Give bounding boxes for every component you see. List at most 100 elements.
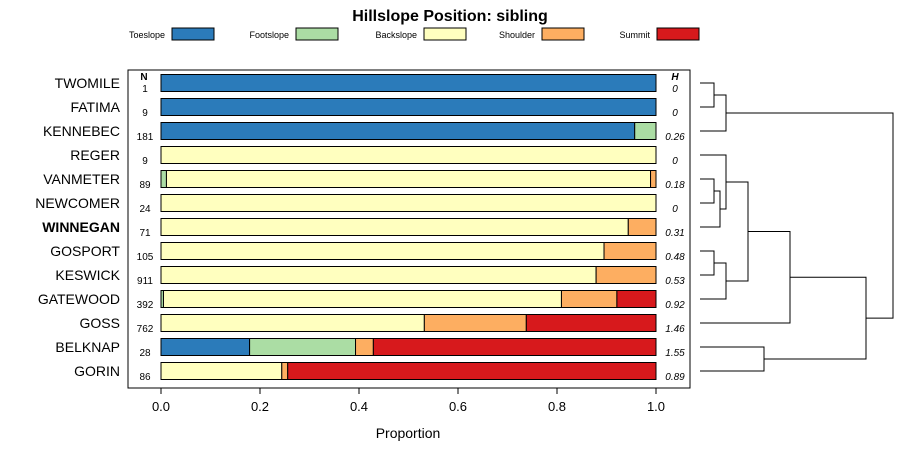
- row-label-gosport: GOSPORT: [50, 243, 120, 259]
- row-n-newcomer: 24: [139, 204, 151, 215]
- bar-segment-gatewood-backslope: [162, 290, 562, 308]
- legend-label-footslope: Footslope: [249, 30, 289, 40]
- bar-rows: TWOMILE 1 0 FATIMA 9 0 KENNEBEC 181 0.26 REGER 9 0 V…: [35, 74, 685, 383]
- row-label-gatewood: GATEWOOD: [38, 291, 120, 307]
- bar-segment-gatewood-summit: [616, 290, 657, 308]
- legend-swatch-footslope: [295, 27, 339, 41]
- legend: Toeslope Footslope Backslope Shoulder Summit: [129, 27, 700, 41]
- row-h-goss: 1.46: [665, 324, 685, 335]
- bar-segment-gorin-shoulder: [281, 362, 289, 380]
- bar-segment-vanmeter-footslope: [160, 170, 167, 188]
- legend-swatch-backslope: [423, 27, 467, 41]
- bar-segment-reger-backslope: [160, 146, 657, 164]
- dendrogram-branch: [700, 154, 727, 210]
- row-h-reger: 0: [672, 156, 678, 167]
- row-label-kennebec: KENNEBEC: [43, 123, 120, 139]
- x-axis-label: Proportion: [376, 425, 441, 441]
- row-label-goss: GOSS: [80, 315, 120, 331]
- bar-segment-gosport-shoulder: [603, 242, 657, 260]
- row-n-vanmeter: 89: [139, 180, 151, 191]
- legend-label-summit: Summit: [619, 30, 650, 40]
- row-label-vanmeter: VANMETER: [43, 171, 120, 187]
- legend-swatch-summit: [656, 27, 700, 41]
- x-axis: 0.0 0.2 0.4 0.6 0.8 1.0: [152, 388, 665, 414]
- bar-segment-kennebec-toeslope: [160, 122, 636, 140]
- row-h-twomile: 0: [672, 84, 678, 95]
- bar-segment-winnegan-shoulder: [627, 218, 657, 236]
- row-n-reger: 9: [142, 156, 148, 167]
- x-tick-label: 0.2: [251, 399, 269, 414]
- dendrogram-branch: [700, 178, 715, 204]
- row-n-gosport: 105: [137, 252, 154, 263]
- n-header: N: [140, 72, 147, 83]
- x-tick-label: 1.0: [647, 399, 665, 414]
- row-h-belknap: 1.55: [665, 348, 685, 359]
- bar-segment-belknap-shoulder: [355, 338, 374, 356]
- dendrogram-branch: [700, 231, 791, 324]
- bar-segment-keswick-shoulder: [595, 266, 657, 284]
- dendrogram: [700, 82, 894, 372]
- bar-segment-gosport-backslope: [160, 242, 605, 260]
- row-h-newcomer: 0: [672, 204, 678, 215]
- row-n-twomile: 1: [142, 84, 148, 95]
- dendrogram-branch: [700, 250, 715, 276]
- chart-title: Hillslope Position: sibling: [352, 8, 548, 25]
- dendrogram-branch: [700, 94, 727, 132]
- row-h-fatima: 0: [672, 108, 678, 119]
- bar-segment-belknap-summit: [372, 338, 657, 356]
- x-tick-label: 0.8: [548, 399, 566, 414]
- legend-swatch-toeslope: [171, 27, 215, 41]
- row-label-keswick: KESWICK: [55, 267, 120, 283]
- bar-segment-newcomer-backslope: [160, 194, 657, 212]
- bar-segment-kennebec-footslope: [634, 122, 657, 140]
- legend-swatch-shoulder: [541, 27, 585, 41]
- bar-segment-goss-summit: [525, 314, 657, 332]
- bar-segment-vanmeter-shoulder: [650, 170, 657, 188]
- bar-segment-gatewood-shoulder: [560, 290, 618, 308]
- bar-segment-winnegan-backslope: [160, 218, 629, 236]
- row-n-goss: 762: [137, 324, 154, 335]
- bar-segment-vanmeter-backslope: [165, 170, 652, 188]
- bar-segment-goss-backslope: [160, 314, 425, 332]
- dendrogram-branch: [726, 112, 894, 319]
- row-n-gatewood: 392: [137, 300, 154, 311]
- x-tick-label: 0.6: [449, 399, 467, 414]
- bar-segment-goss-shoulder: [423, 314, 527, 332]
- legend-label-backslope: Backslope: [375, 30, 417, 40]
- row-label-belknap: BELKNAP: [55, 339, 120, 355]
- row-h-gorin: 0.89: [665, 372, 685, 383]
- bar-segment-twomile-toeslope: [160, 74, 657, 92]
- row-h-vanmeter: 0.18: [665, 180, 685, 191]
- dendrogram-branch: [764, 276, 867, 360]
- row-label-reger: REGER: [70, 147, 120, 163]
- bar-segment-keswick-backslope: [160, 266, 597, 284]
- row-label-twomile: TWOMILE: [55, 75, 120, 91]
- row-n-gorin: 86: [139, 372, 151, 383]
- legend-label-shoulder: Shoulder: [499, 30, 535, 40]
- row-h-gatewood: 0.92: [665, 300, 685, 311]
- row-n-fatima: 9: [142, 108, 148, 119]
- row-label-newcomer: NEWCOMER: [35, 195, 120, 211]
- dendrogram-branch: [700, 82, 715, 108]
- x-tick-label: 0.0: [152, 399, 170, 414]
- row-h-keswick: 0.53: [665, 276, 685, 287]
- row-label-gorin: GORIN: [74, 363, 120, 379]
- bar-segment-fatima-toeslope: [160, 98, 657, 116]
- row-n-keswick: 911: [137, 276, 153, 287]
- dendrogram-branch: [700, 262, 727, 300]
- dendrogram-branch: [700, 190, 721, 228]
- plot-frame: [127, 69, 691, 389]
- h-header: H: [671, 72, 679, 83]
- row-h-winnegan: 0.31: [665, 228, 684, 239]
- row-h-gosport: 0.48: [665, 252, 685, 263]
- row-label-fatima: FATIMA: [70, 99, 120, 115]
- row-n-winnegan: 71: [139, 228, 151, 239]
- x-tick-label: 0.4: [350, 399, 368, 414]
- row-label-winnegan: WINNEGAN: [42, 219, 120, 235]
- legend-label-toeslope: Toeslope: [129, 30, 165, 40]
- row-n-belknap: 28: [139, 348, 151, 359]
- dendrogram-branch: [700, 346, 765, 372]
- dendrogram-branch: [726, 181, 749, 282]
- bar-segment-belknap-footslope: [249, 338, 357, 356]
